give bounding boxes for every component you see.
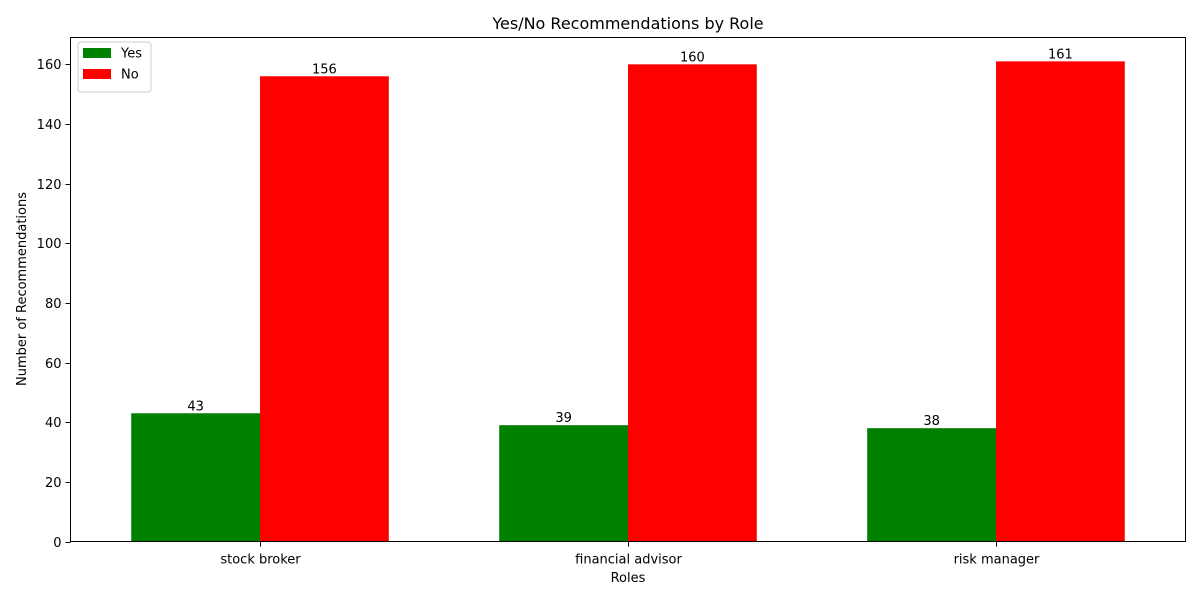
x-axis-label: Roles — [611, 571, 646, 586]
legend-swatch-yes — [83, 48, 111, 58]
y-tick-label: 140 — [37, 118, 62, 133]
x-tick-label: financial advisor — [575, 553, 682, 568]
chart-title: Yes/No Recommendations by Role — [491, 14, 763, 33]
y-tick-label: 160 — [37, 58, 62, 73]
y-axis-label: Number of Recommendations — [15, 192, 30, 386]
bar-yes-stock-broker — [131, 413, 261, 542]
y-tick-label: 120 — [37, 178, 62, 193]
x-tick-label: stock broker — [220, 553, 301, 568]
y-tick-label: 40 — [45, 416, 62, 431]
bar-yes-risk-manager — [867, 428, 996, 542]
bar-value-label: 160 — [680, 50, 705, 65]
bar-labels-layer: 43 39 38 156 160 161 — [187, 47, 1072, 429]
y-tick-label: 20 — [45, 476, 62, 491]
y-tick-label: 60 — [45, 357, 62, 372]
bar-value-label: 156 — [312, 62, 337, 77]
y-axis: 0 20 40 60 80 100 120 140 160 — [37, 58, 71, 551]
bar-value-label: 38 — [923, 414, 940, 429]
legend-swatch-no — [83, 69, 111, 79]
bar-yes-financial-advisor — [499, 425, 628, 542]
plot-frame — [70, 37, 1186, 542]
y-tick-label: 100 — [37, 237, 62, 252]
legend: Yes No — [77, 41, 152, 93]
bar-no-financial-advisor — [628, 64, 757, 542]
x-tick-label: risk manager — [954, 553, 1040, 568]
y-tick-label: 0 — [53, 536, 61, 551]
y-tick-label: 80 — [45, 297, 62, 312]
bar-value-label: 39 — [555, 411, 572, 426]
bar-no-risk-manager — [995, 61, 1125, 542]
legend-label-yes: Yes — [120, 47, 142, 62]
x-axis: stock broker financial advisor risk manage… — [220, 541, 1040, 568]
bars-layer — [131, 61, 1125, 542]
bar-value-label: 161 — [1048, 47, 1073, 62]
legend-label-no: No — [121, 68, 139, 83]
bar-value-label: 43 — [187, 399, 204, 414]
bar-no-stock-broker — [260, 76, 389, 542]
